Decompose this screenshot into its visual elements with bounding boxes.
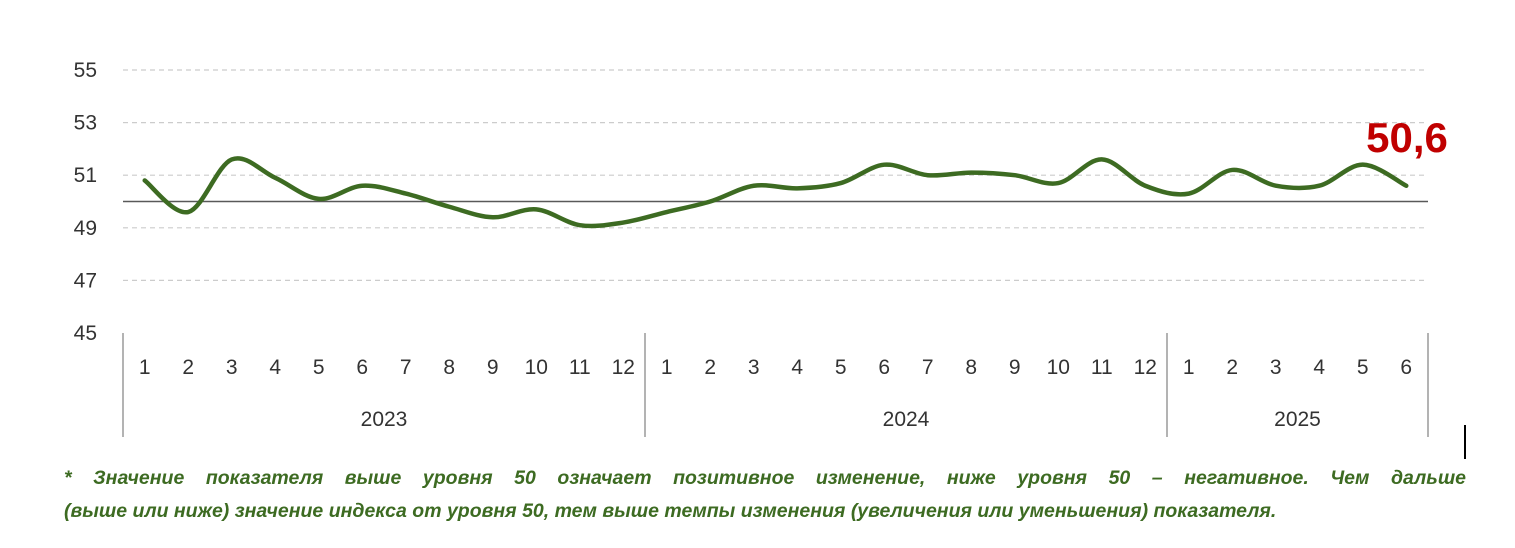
x-tick-label-month: 2 <box>182 356 194 379</box>
x-tick-label-month: 10 <box>1047 356 1070 379</box>
x-tick-label-month: 3 <box>1270 356 1282 379</box>
x-tick-label-month: 6 <box>1400 356 1412 379</box>
gridlines <box>123 69 1428 281</box>
y-tick-label: 53 <box>74 112 97 135</box>
y-tick-label: 55 <box>74 59 97 82</box>
x-tick-label-month: 7 <box>922 356 934 379</box>
x-tick-label-month: 10 <box>525 356 548 379</box>
x-tick-label-month: 6 <box>878 356 890 379</box>
x-tick-label-year: 2025 <box>1274 408 1321 431</box>
x-tick-label-month: 5 <box>835 356 847 379</box>
x-tick-label-month: 8 <box>443 356 455 379</box>
footnote: * Значение показателя выше уровня 50 озн… <box>64 462 1466 528</box>
x-tick-label-month: 9 <box>1009 356 1021 379</box>
x-tick-label-month: 2 <box>704 356 716 379</box>
y-tick-label: 49 <box>74 217 97 240</box>
y-tick-label: 45 <box>74 322 97 345</box>
y-tick-label: 51 <box>74 164 97 187</box>
x-tick-label-month: 4 <box>269 356 281 379</box>
x-tick-label-year: 2024 <box>883 408 930 431</box>
x-tick-label-month: 8 <box>965 356 977 379</box>
x-tick-label-month: 12 <box>612 356 635 379</box>
text-cursor <box>1464 425 1466 459</box>
y-axis-ticks: 45 47 49 51 53 55 <box>74 59 97 345</box>
x-tick-label-month: 11 <box>569 356 591 379</box>
x-tick-label-month: 4 <box>791 356 803 379</box>
x-tick-label-month: 3 <box>226 356 238 379</box>
x-axis <box>122 333 1429 437</box>
x-tick-label-month: 3 <box>748 356 760 379</box>
y-tick-label: 47 <box>74 269 97 292</box>
footnote-line-1: * Значение показателя выше уровня 50 озн… <box>64 467 1466 489</box>
footnote-line-2: (выше или ниже) значение индекса от уров… <box>64 500 1277 522</box>
x-tick-label-month: 9 <box>487 356 499 379</box>
x-tick-label-month: 1 <box>139 356 151 379</box>
x-tick-label-month: 1 <box>661 356 673 379</box>
x-axis-ticks: 1 2 3 4 5 6 7 8 9 10 11 12 1 2 3 4 5 6 7 8 9 10 11 12 1 2 3 4 5 62023… <box>139 356 1412 431</box>
x-tick-label-month: 2 <box>1226 356 1238 379</box>
last-value-label: 50,6 <box>1366 114 1448 161</box>
x-tick-label-month: 5 <box>1357 356 1369 379</box>
x-tick-label-month: 1 <box>1183 356 1195 379</box>
x-tick-label-year: 2023 <box>361 408 408 431</box>
series-line <box>142 156 1409 229</box>
x-tick-label-month: 6 <box>356 356 368 379</box>
x-tick-label-month: 11 <box>1091 356 1113 379</box>
x-tick-label-month: 7 <box>400 356 412 379</box>
x-tick-label-month: 5 <box>313 356 325 379</box>
x-tick-label-month: 12 <box>1134 356 1157 379</box>
series-index <box>142 156 1409 229</box>
x-tick-label-month: 4 <box>1313 356 1325 379</box>
